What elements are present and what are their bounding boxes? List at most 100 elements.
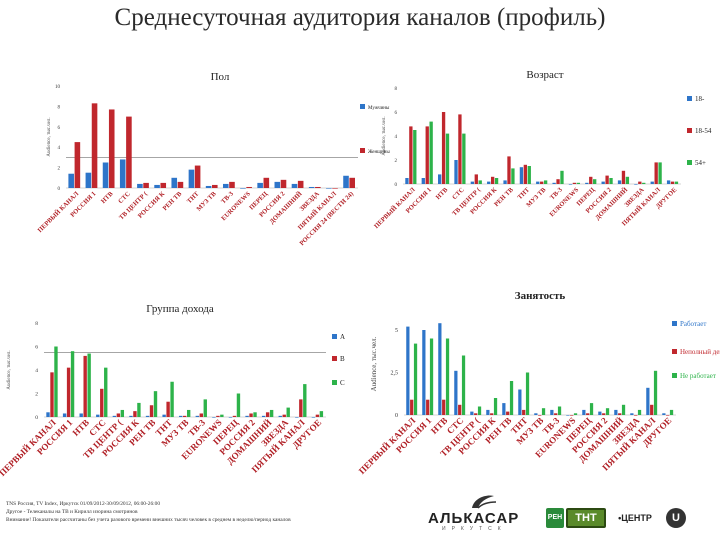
- bar-green: [70, 351, 75, 417]
- bar-green: [543, 180, 548, 184]
- bar-red: [650, 404, 654, 415]
- bar-red: [332, 188, 338, 189]
- bar-blue: [326, 188, 332, 189]
- bar-green: [557, 406, 562, 415]
- bar-red: [108, 109, 115, 188]
- bar-green: [527, 166, 531, 184]
- legend-swatch-green: [672, 373, 677, 378]
- page-title: Среднесуточная аудитория каналов (профил…: [114, 4, 606, 31]
- category-label: МУЗ ТВ: [195, 190, 218, 213]
- bar-green: [573, 413, 578, 415]
- bar-red: [570, 415, 574, 416]
- legend-swatch-red: [672, 349, 677, 354]
- bar-blue: [470, 181, 475, 184]
- bar-green: [669, 409, 674, 415]
- category-label: НТВ: [100, 190, 115, 205]
- bar-red: [425, 126, 429, 184]
- y-tick-label: 4: [58, 146, 61, 151]
- legend-swatch-blue: [672, 321, 677, 326]
- bar-blue: [503, 180, 507, 184]
- bar-red: [246, 186, 252, 188]
- legend-label: C: [340, 379, 345, 387]
- bar-red: [442, 399, 446, 415]
- y-axis-label: Audience, тыс.чел.: [382, 116, 387, 155]
- y-tick-label: 8: [395, 87, 398, 92]
- tnt-logo-text: ТНТ: [575, 512, 597, 524]
- bar-green: [637, 409, 642, 415]
- bar-red: [265, 412, 270, 417]
- legend-label: B: [340, 355, 345, 363]
- bar-blue: [274, 181, 281, 188]
- category-label: НТВ: [429, 415, 450, 436]
- bar-blue: [195, 415, 199, 417]
- bar-blue: [552, 182, 556, 184]
- bar-blue: [308, 186, 315, 188]
- category-label: НТВ: [435, 186, 450, 201]
- bar-blue: [582, 409, 586, 415]
- bar-blue: [145, 415, 150, 417]
- bar-blue: [343, 175, 349, 188]
- y-tick-label: 6: [35, 345, 38, 351]
- bar-green: [593, 179, 597, 184]
- bar-red: [634, 415, 638, 416]
- bar-red: [670, 181, 675, 184]
- y-tick-label: 6: [395, 111, 398, 116]
- bar-green: [658, 162, 662, 184]
- y-tick-label: 2: [395, 159, 398, 164]
- bar-green: [609, 178, 613, 184]
- bar-blue: [534, 413, 538, 415]
- bar-green: [674, 181, 679, 184]
- bar-blue: [486, 409, 490, 415]
- chart-title: Пол: [211, 71, 230, 83]
- bar-green: [286, 407, 290, 417]
- bar-green: [253, 412, 257, 417]
- legend-swatch-blue: [332, 334, 337, 339]
- chart-title: Группа дохода: [146, 303, 214, 315]
- bar-green: [605, 408, 610, 415]
- bar-blue: [228, 417, 233, 418]
- bar-blue: [536, 181, 540, 184]
- bar-blue: [454, 370, 458, 415]
- y-axis-label: Audience, тыс.чел.: [7, 350, 12, 389]
- legend-swatch-red: [332, 356, 337, 361]
- bar-red: [540, 181, 544, 184]
- bar-green: [236, 393, 241, 417]
- bar-red: [490, 176, 495, 184]
- bar-blue: [154, 184, 160, 188]
- bar-green: [642, 182, 646, 184]
- bar-red: [133, 411, 137, 418]
- legend-label: Женщины: [368, 150, 390, 155]
- legend-label: 54+: [695, 159, 706, 167]
- bar-blue: [634, 184, 638, 185]
- bar-blue: [502, 403, 506, 415]
- bar-red: [586, 413, 590, 415]
- bar-blue: [617, 180, 622, 184]
- bar-blue: [261, 415, 266, 417]
- bar-red: [523, 164, 527, 184]
- y-tick-label: 8: [35, 321, 38, 327]
- y-tick-label: 2: [58, 167, 61, 172]
- bar-green: [445, 338, 450, 415]
- bar-red: [199, 413, 203, 417]
- bar-red: [554, 413, 558, 415]
- bar-blue: [79, 413, 83, 417]
- bar-red: [50, 372, 54, 417]
- bar-red: [474, 413, 478, 415]
- bar-red: [229, 181, 235, 188]
- bar-blue: [422, 330, 426, 415]
- bar-red: [194, 165, 201, 188]
- legend-label: Мужчины: [368, 106, 390, 111]
- bar-red: [621, 170, 626, 184]
- bar-green: [576, 182, 580, 184]
- alkasar-emblem-icon: [472, 495, 497, 509]
- bar-blue: [598, 411, 602, 415]
- y-tick-label: 0: [35, 415, 38, 421]
- bar-green: [493, 398, 498, 415]
- alkasar-wordmark: АЛЬКАСАР: [428, 510, 520, 527]
- bar-red: [654, 162, 658, 184]
- bar-red: [263, 177, 270, 188]
- legend-label: Не работает: [680, 372, 716, 380]
- bar-blue: [212, 417, 216, 418]
